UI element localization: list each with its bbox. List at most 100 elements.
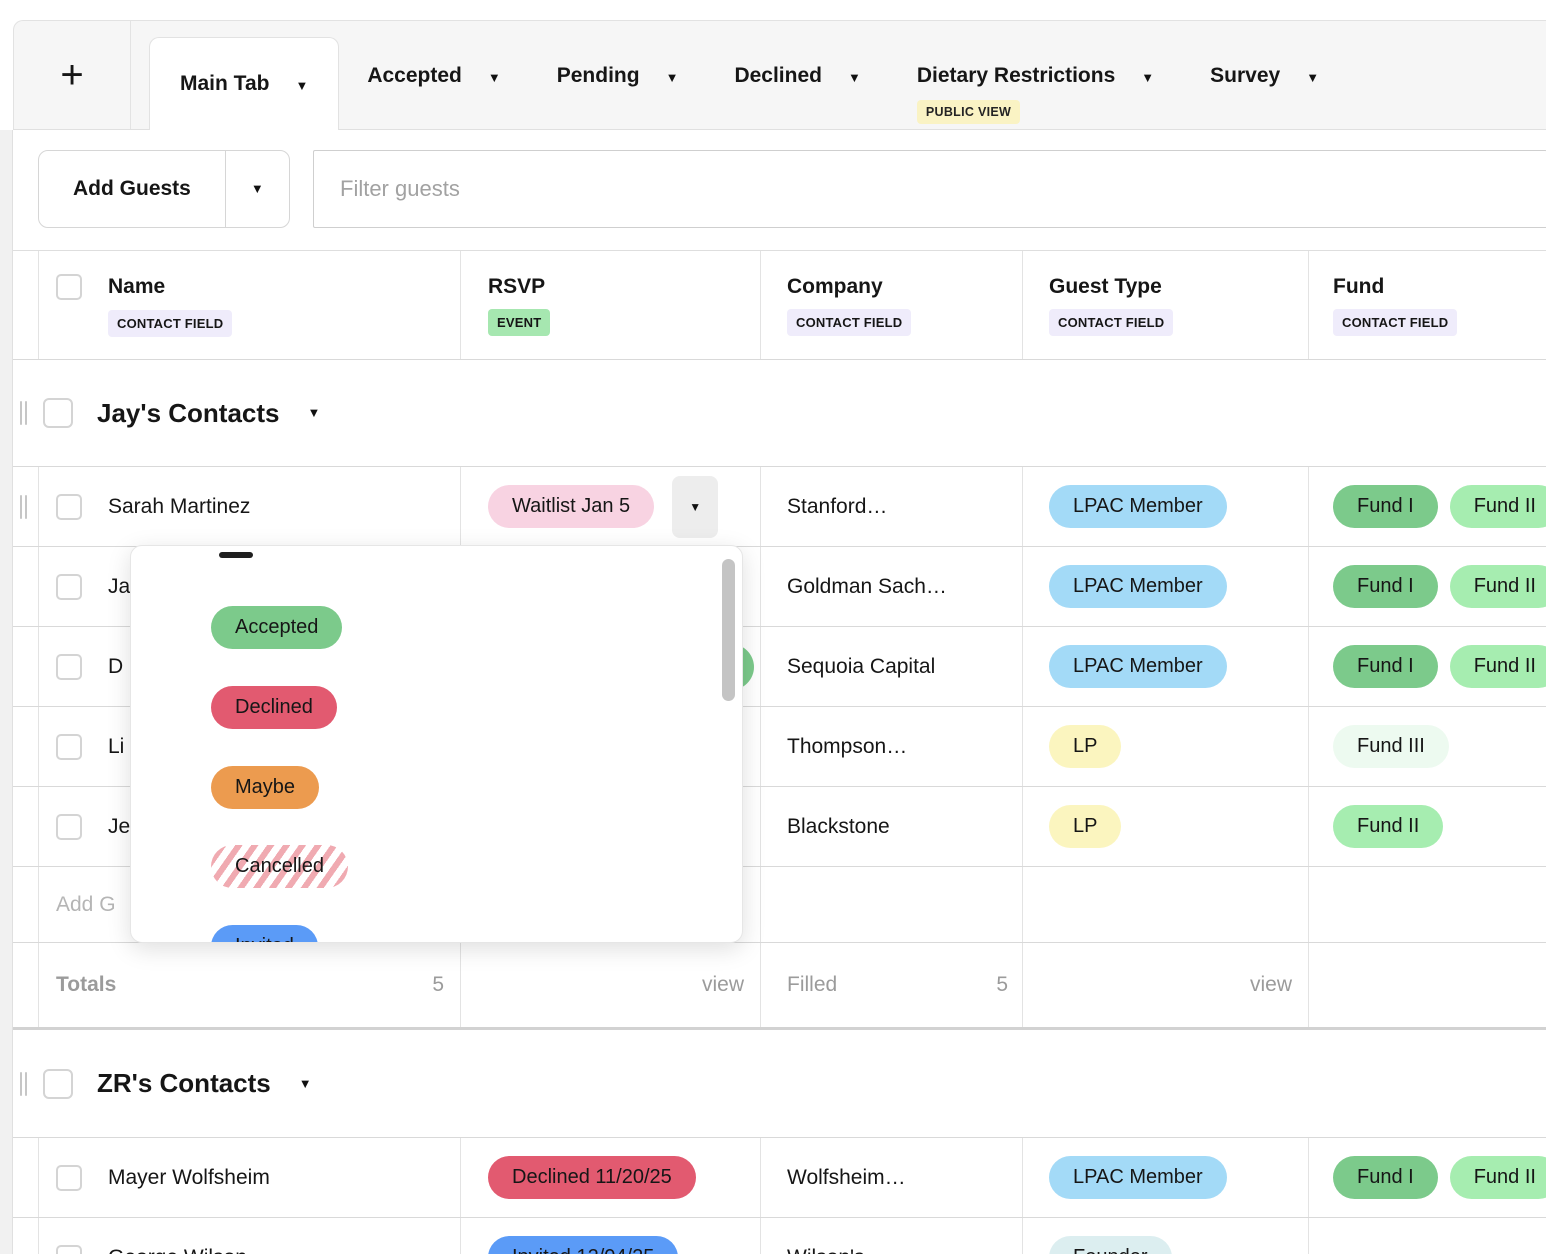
chevron-down-icon[interactable] <box>299 1075 312 1093</box>
guest-type-pill: LP <box>1049 725 1122 768</box>
rsvp-dropdown-button[interactable] <box>672 475 719 538</box>
company-cell[interactable]: Wilson's… <box>760 1218 1022 1254</box>
column-header-rsvp[interactable]: RSVP EVENT <box>460 251 760 359</box>
dropdown-scrollbar[interactable] <box>722 559 735 701</box>
rsvp-pill[interactable]: Declined 11/20/25 <box>488 1156 696 1199</box>
filter-guests-input[interactable] <box>313 150 1546 228</box>
dropdown-partial-item <box>219 552 253 558</box>
name-cell[interactable]: Li <box>38 707 460 786</box>
rsvp-pill[interactable]: Waitlist Jan 5 <box>488 485 655 528</box>
add-guest-cell[interactable]: Add G <box>38 867 460 942</box>
column-title: Name <box>108 274 166 298</box>
table-row: Je Blackstone LP Fund II <box>13 787 1546 867</box>
chevron-down-icon <box>1141 64 1154 88</box>
rsvp-cell[interactable]: Declined 11/20/25 <box>460 1138 760 1217</box>
fund-cell[interactable] <box>1308 1218 1546 1254</box>
fund-cell[interactable]: Fund I Fund II <box>1308 467 1546 546</box>
guest-type-cell[interactable]: LPAC Member <box>1022 467 1308 546</box>
tab-label: Pending <box>556 63 640 87</box>
guest-type-cell[interactable]: Founder <box>1022 1218 1308 1254</box>
guest-name: Ja <box>108 574 131 598</box>
name-cell[interactable]: George Wilson <box>38 1218 460 1254</box>
fund-pill: Fund II <box>1449 645 1546 688</box>
fund-cell[interactable]: Fund I Fund II <box>1308 627 1546 706</box>
tab-pending[interactable]: Pending <box>529 21 707 130</box>
tab-dietary-restrictions[interactable]: Dietary Restrictions PUBLIC VIEW <box>889 21 1182 130</box>
contact-field-tag: CONTACT FIELD <box>1333 308 1458 336</box>
fund-cell[interactable]: Fund I Fund II <box>1308 547 1546 626</box>
totals-count: 5 <box>432 973 444 996</box>
view-link[interactable]: view <box>701 973 744 996</box>
name-cell[interactable]: Sarah Martinez <box>38 467 460 546</box>
rsvp-option-accepted[interactable]: Accepted <box>211 606 343 649</box>
drag-handle-icon[interactable] <box>20 1071 27 1096</box>
rsvp-option-cancelled[interactable]: Cancelled <box>211 845 348 888</box>
row-checkbox[interactable] <box>56 573 82 600</box>
gutter <box>13 1138 38 1217</box>
name-cell[interactable]: D <box>38 627 460 706</box>
company-name: Wolfsheim… <box>787 1165 906 1189</box>
add-guest-row[interactable]: Add G <box>13 867 1546 943</box>
company-cell[interactable]: Wolfsheim… <box>760 1138 1022 1217</box>
add-guests-button[interactable]: Add Guests <box>73 177 191 200</box>
company-cell[interactable]: Blackstone <box>760 787 1022 866</box>
gutter <box>13 251 38 359</box>
new-tab-button[interactable]: + <box>14 21 131 130</box>
rsvp-pill[interactable]: Invited 12/04/25 <box>488 1236 679 1254</box>
column-header-name[interactable]: Name CONTACT FIELD <box>38 251 460 359</box>
guest-type-pill: LP <box>1049 805 1122 848</box>
company-name: Blackstone <box>787 814 890 838</box>
filled-label: Filled <box>787 973 838 996</box>
tab-survey[interactable]: Survey <box>1182 21 1347 130</box>
totals-fund-cell <box>1308 943 1546 1027</box>
guest-name: Mayer Wolfsheim <box>108 1165 270 1189</box>
group-checkbox[interactable] <box>43 398 73 428</box>
group-checkbox[interactable] <box>43 1068 73 1099</box>
add-guests-dropdown-button[interactable] <box>224 151 289 227</box>
add-guests-split-button: Add Guests <box>38 150 290 228</box>
company-cell[interactable]: Stanford… <box>760 467 1022 546</box>
row-checkbox[interactable] <box>56 733 82 760</box>
company-cell[interactable]: Goldman Sach… <box>760 547 1022 626</box>
company-cell[interactable]: Thompson… <box>760 707 1022 786</box>
gutter <box>13 547 38 626</box>
gutter <box>13 867 38 942</box>
tab-accepted[interactable]: Accepted <box>339 21 528 130</box>
rsvp-option-invited[interactable]: Invited <box>211 925 318 942</box>
rsvp-cell[interactable]: Waitlist Jan 5 <box>460 467 760 546</box>
select-all-checkbox[interactable] <box>56 273 82 300</box>
rsvp-option-declined[interactable]: Declined <box>211 686 337 729</box>
name-cell[interactable]: Ja <box>38 547 460 626</box>
row-checkbox[interactable] <box>56 813 82 840</box>
drag-handle-icon[interactable] <box>20 494 27 519</box>
tab-declined[interactable]: Declined <box>706 21 888 130</box>
row-checkbox[interactable] <box>56 1244 82 1254</box>
totals-name-cell: Totals 5 <box>38 943 460 1027</box>
drag-handle-icon[interactable] <box>20 401 27 425</box>
fund-cell[interactable]: Fund III <box>1308 707 1546 786</box>
fund-cell[interactable]: Fund I Fund II <box>1308 1138 1546 1217</box>
guest-type-cell[interactable]: LPAC Member <box>1022 627 1308 706</box>
guest-type-cell[interactable]: LP <box>1022 787 1308 866</box>
name-cell[interactable]: Mayer Wolfsheim <box>38 1138 460 1217</box>
guest-name: Li <box>108 734 125 758</box>
guest-type-cell[interactable]: LPAC Member <box>1022 547 1308 626</box>
gutter <box>13 1218 38 1254</box>
guest-type-cell[interactable]: LPAC Member <box>1022 1138 1308 1217</box>
column-header-guest-type[interactable]: Guest Type CONTACT FIELD <box>1022 251 1308 359</box>
column-header-fund[interactable]: Fund CONTACT FIELD <box>1308 251 1546 359</box>
company-cell[interactable]: Sequoia Capital <box>760 627 1022 706</box>
row-checkbox[interactable] <box>56 493 82 520</box>
fund-cell[interactable]: Fund II <box>1308 787 1546 866</box>
guest-type-cell[interactable]: LP <box>1022 707 1308 786</box>
column-header-company[interactable]: Company CONTACT FIELD <box>760 251 1022 359</box>
row-checkbox[interactable] <box>56 1164 82 1191</box>
name-cell[interactable]: Je <box>38 787 460 866</box>
tab-main-tab[interactable]: Main Tab <box>149 37 340 130</box>
chevron-down-icon[interactable] <box>307 404 320 422</box>
column-title: RSVP <box>488 274 546 298</box>
rsvp-option-maybe[interactable]: Maybe <box>211 766 320 809</box>
view-link[interactable]: view <box>1249 973 1292 996</box>
row-checkbox[interactable] <box>56 653 82 680</box>
rsvp-cell[interactable]: Invited 12/04/25 <box>460 1218 760 1254</box>
